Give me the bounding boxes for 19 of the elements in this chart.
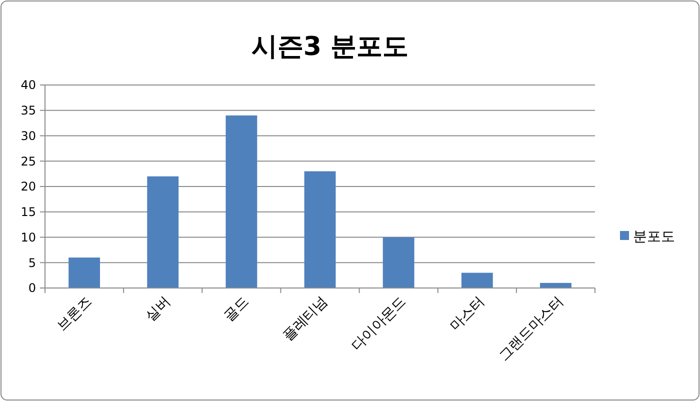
y-tick-label: 0 [28,281,36,296]
bar [147,176,179,288]
y-tick-label: 15 [20,205,36,220]
x-tick-label: 골드 [221,294,252,325]
y-tick-label: 35 [20,104,36,118]
y-tick-label: 5 [28,256,36,270]
y-tick-label: 20 [20,180,36,194]
x-tick-label: 실버 [142,294,174,325]
bar [226,115,258,288]
bar [304,171,336,288]
bar [461,272,493,288]
y-tick-label: 10 [20,230,36,244]
bar [68,258,100,288]
y-tick-label: 25 [20,154,36,168]
y-tick-label: 40 [20,78,36,92]
legend-label: 분포도 [633,228,675,245]
chart-title: 시즌3 분포도 [251,32,409,62]
y-tick-label: 30 [20,128,36,143]
bar [382,237,414,288]
